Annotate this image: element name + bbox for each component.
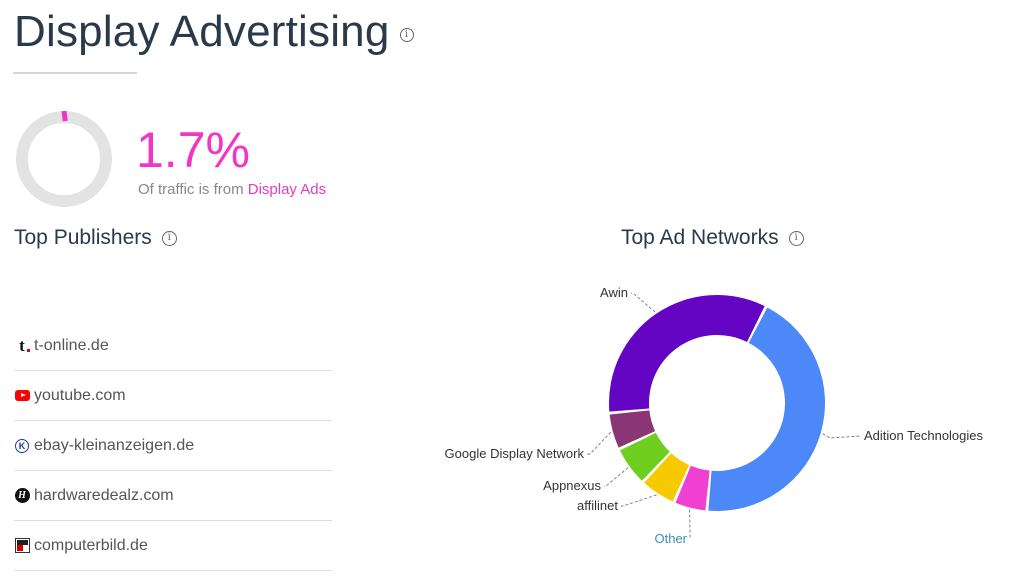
donut-slice-affilinet[interactable] (644, 453, 690, 502)
slice-label-adition-technologies: Adition Technologies (864, 428, 984, 443)
caption-highlight: Display Ads (247, 181, 327, 198)
publishers-list: t t-online.de youtube.com K ebay-kleinan… (14, 321, 332, 571)
publishers-heading: Top Publishers i (14, 226, 177, 250)
slice-label-other[interactable]: Other (654, 531, 687, 546)
donut-slice-google-display-network[interactable] (609, 410, 656, 448)
leader-line (604, 467, 629, 487)
list-item[interactable]: H hardwaredealz.com (14, 471, 332, 521)
title-divider (13, 72, 137, 74)
gauge-fill (61, 110, 68, 122)
slice-label-affilinet: affilinet (577, 498, 618, 513)
youtube-icon (14, 388, 30, 404)
publisher-name[interactable]: hardwaredealz.com (34, 486, 174, 504)
donut-slice-awin[interactable] (609, 295, 765, 412)
networks-heading-label: Top Ad Networks (621, 226, 779, 249)
donut-slice-adition-technologies[interactable] (708, 307, 825, 511)
computerbild-icon (14, 538, 30, 554)
page-header: Display Advertising i (14, 6, 414, 58)
list-item[interactable]: youtube.com (14, 371, 332, 421)
publisher-name[interactable]: ebay-kleinanzeigen.de (34, 436, 195, 454)
publishers-heading-label: Top Publishers (14, 226, 152, 249)
ad-networks-donut-chart: Adition Technologies Other affilinet Appnex… (445, 285, 984, 546)
traffic-share-caption: Of traffic is from Display Ads (138, 181, 326, 198)
publisher-name[interactable]: t-online.de (34, 336, 109, 354)
hardwaredealz-icon: H (14, 488, 30, 504)
networks-heading: Top Ad Networks i (621, 226, 804, 250)
gauge-track (16, 111, 112, 207)
publisher-name[interactable]: computerbild.de (34, 536, 148, 554)
info-icon[interactable]: i (399, 28, 414, 42)
info-icon[interactable]: i (788, 230, 804, 246)
donut-slice-appnexus[interactable] (619, 432, 670, 481)
slice-label-appnexus: Appnexus (543, 478, 601, 493)
leader-line (587, 431, 612, 455)
leader-line (630, 292, 656, 313)
donut-slices (609, 295, 825, 511)
leader-line (822, 433, 861, 439)
traffic-share-gauge (16, 110, 112, 207)
ebay-kleinanzeigen-icon: K (14, 438, 30, 454)
list-item[interactable]: computerbild.de (14, 521, 332, 571)
slice-label-awin: Awin (600, 285, 628, 300)
donut-labels: Adition Technologies Other affilinet Appnex… (445, 285, 984, 546)
traffic-share-value: 1.7% (136, 122, 250, 178)
leader-line (621, 494, 657, 507)
caption-text: Of traffic is from (138, 181, 248, 198)
publisher-name[interactable]: youtube.com (34, 386, 126, 404)
donut-leaders (587, 292, 861, 539)
page-title: Display Advertising (14, 7, 390, 56)
info-icon[interactable]: i (161, 230, 177, 246)
list-item[interactable]: t t-online.de (14, 321, 332, 371)
slice-label-google-display-network: Google Display Network (445, 446, 585, 461)
donut-slice-other[interactable] (675, 465, 710, 511)
list-item[interactable]: K ebay-kleinanzeigen.de (14, 421, 332, 471)
t-online-icon: t (14, 336, 30, 355)
